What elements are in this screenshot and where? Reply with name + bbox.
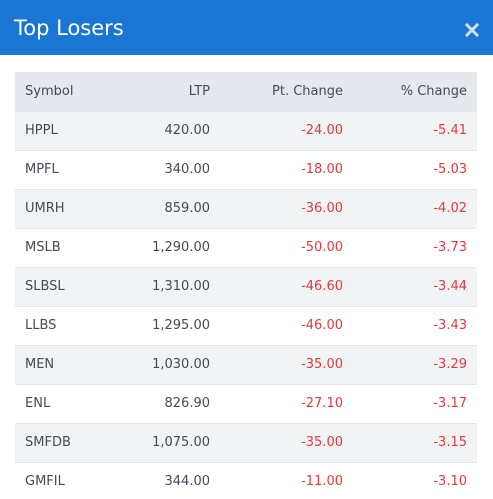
pct-change-cell: -3.17 [433,396,467,411]
column-header-pct-change: % Change [400,83,467,99]
pt-change-cell: -18.00 [301,162,343,177]
symbol-cell: GMFIL [25,474,65,490]
pct-change-cell: -3.44 [433,279,467,294]
pt-change-cell: -36.00 [301,201,343,216]
pct-change-cell: -3.43 [433,318,467,333]
ltp-cell: 826.90 [164,396,211,411]
symbol-cell: UMRH [25,201,65,216]
symbol-cell: HPPL [25,123,58,138]
ltp-cell: 859.00 [164,201,211,216]
ltp-cell: 344.00 [164,474,211,490]
symbol-cell: SLBSL [25,279,65,294]
losers-table: Symbol LTP Pt. Change % Change HPPL 420.0… [15,72,477,499]
table-row[interactable]: MSLB 1,290.00 -50.00 -3.73 [15,228,477,267]
ltp-cell: 1,295.00 [152,318,210,333]
modal-title: Top Losers [14,15,124,40]
modal-header: Top Losers [0,0,493,55]
column-header-ltp: LTP [188,83,210,99]
ltp-cell: 1,030.00 [152,357,210,372]
table-row[interactable]: MPFL 340.00 -18.00 -5.03 [15,150,477,189]
pct-change-cell: -4.02 [433,201,467,216]
pt-change-cell: -27.10 [301,396,343,411]
pt-change-cell: -24.00 [301,123,343,138]
symbol-cell: SMFDB [25,435,71,450]
ltp-cell: 420.00 [164,123,211,138]
pct-change-cell: -5.41 [433,123,467,138]
pct-change-cell: -3.29 [433,357,467,372]
pct-change-cell: -3.10 [433,474,467,490]
losers-table-container: Symbol LTP Pt. Change % Change HPPL 420.0… [15,72,477,499]
pt-change-cell: -35.00 [301,357,343,372]
symbol-cell: LLBS [25,318,57,333]
column-header-symbol: Symbol [25,83,74,99]
close-icon[interactable] [463,21,481,39]
pt-change-cell: -46.60 [301,279,343,294]
pct-change-cell: -3.15 [433,435,467,450]
pt-change-cell: -50.00 [301,240,343,255]
pt-change-cell: -35.00 [301,435,343,450]
pct-change-cell: -3.73 [433,240,467,255]
ltp-cell: 1,075.00 [152,435,210,450]
ltp-cell: 1,310.00 [152,279,210,294]
table-header-row: Symbol LTP Pt. Change % Change [15,72,477,111]
table-row[interactable]: SMFDB 1,075.00 -35.00 -3.15 [15,423,477,462]
table-row[interactable]: UMRH 859.00 -36.00 -4.02 [15,189,477,228]
table-body: HPPL 420.00 -24.00 -5.41 MPFL 340.00 -18.00 -5.… [15,111,477,499]
symbol-cell: MEN [25,357,55,372]
table-row[interactable]: SLBSL 1,310.00 -46.60 -3.44 [15,267,477,306]
table-row[interactable]: MEN 1,030.00 -35.00 -3.29 [15,345,477,384]
pt-change-cell: -46.00 [301,318,343,333]
pt-change-cell: -11.00 [301,474,343,490]
table-row[interactable]: ENL 826.90 -27.10 -3.17 [15,384,477,423]
symbol-cell: ENL [25,396,51,411]
ltp-cell: 340.00 [164,162,211,177]
table-row[interactable]: HPPL 420.00 -24.00 -5.41 [15,111,477,150]
table-row[interactable]: LLBS 1,295.00 -46.00 -3.43 [15,306,477,345]
column-header-pt-change: Pt. Change [272,83,343,99]
ltp-cell: 1,290.00 [152,240,210,255]
pct-change-cell: -5.03 [433,162,467,177]
symbol-cell: MPFL [25,162,59,177]
symbol-cell: MSLB [25,240,61,255]
table-row[interactable]: GMFIL 344.00 -11.00 -3.10 [15,462,477,499]
